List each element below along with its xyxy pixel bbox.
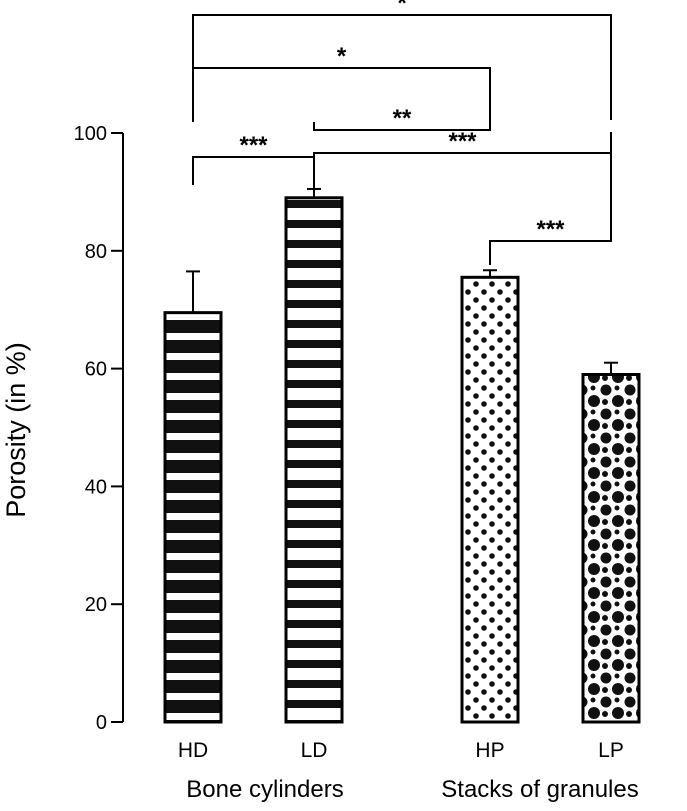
- bar-ld: [284, 196, 344, 724]
- significance-bracket: [192, 67, 491, 122]
- x-axis-labels: HD LD HP LP Bone cylinders Stacks of granules: [178, 739, 639, 803]
- x-tick-label-lp: LP: [598, 739, 624, 762]
- bar-hp: [460, 275, 520, 724]
- significance-label: *: [397, 0, 407, 17]
- significance-label: ***: [448, 128, 477, 155]
- significance-bracket: [192, 14, 612, 122]
- y-tick-label: 20: [85, 594, 107, 616]
- y-tick-label: 100: [74, 123, 107, 145]
- significance-brackets: *** **********: [192, 0, 612, 265]
- x-tick-label-hd: HD: [178, 739, 208, 762]
- bars: [163, 196, 641, 724]
- error-bars: [186, 187, 618, 375]
- bar-lp: [581, 372, 641, 724]
- significance-label: ***: [536, 216, 565, 243]
- bar-hd: [163, 311, 223, 724]
- x-tick-label-hp: HP: [475, 739, 504, 762]
- significance-bracket: [313, 120, 491, 131]
- y-tick-label: 80: [85, 241, 107, 263]
- y-tick-label: 0: [96, 712, 107, 734]
- significance-bracket: [192, 156, 315, 190]
- significance-bracket: [489, 132, 612, 265]
- y-tick-label: 40: [85, 476, 107, 498]
- y-axis: 0 20 40 60 80 100: [74, 123, 124, 734]
- group-label: Stacks of granules: [441, 776, 638, 803]
- y-tick-label: 60: [85, 359, 107, 381]
- significance-label: **: [393, 105, 412, 132]
- y-axis-title: Porosity (in %): [1, 342, 31, 518]
- x-tick-label-ld: LD: [301, 739, 328, 762]
- significance-label: *: [337, 43, 347, 70]
- group-label: Bone cylinders: [186, 776, 343, 803]
- significance-label: ***: [239, 132, 268, 159]
